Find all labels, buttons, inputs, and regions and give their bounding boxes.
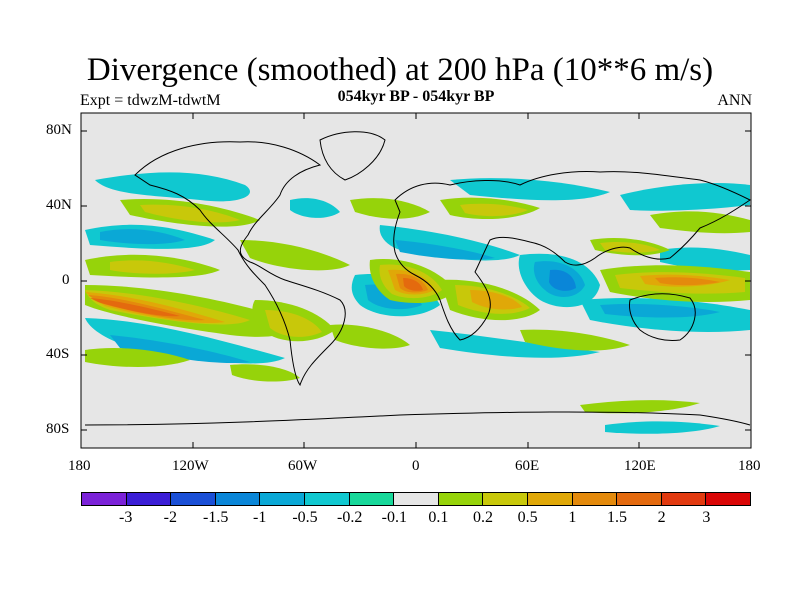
- colorbar-label: -1: [252, 509, 267, 526]
- colorbar-label: -2: [163, 509, 177, 526]
- colorbar-box: [483, 493, 528, 505]
- lat-label: 80S: [46, 421, 70, 437]
- coastlines: [84, 131, 751, 426]
- colorbar-box: [617, 493, 662, 505]
- colorbar-label: -0.2: [337, 509, 363, 526]
- colorbar-label: -0.1: [381, 509, 407, 526]
- colorbar-box: [527, 493, 573, 505]
- lon-label: 60W: [288, 458, 318, 474]
- colorbar-box: [394, 493, 439, 505]
- colorbar: [81, 492, 751, 506]
- period-label: 054kyr BP - 054kyr BP: [337, 88, 495, 105]
- colorbar-box: [171, 493, 216, 505]
- colorbar-box: [706, 493, 750, 505]
- map-title: Divergence (smoothed) at 200 hPa (10**6 …: [86, 52, 714, 88]
- colorbar-box: [349, 493, 395, 505]
- colorbar-label: 0.5: [517, 509, 538, 526]
- lat-label: 40N: [46, 197, 72, 213]
- colorbar-label: 0.1: [428, 509, 449, 526]
- experiment-label: Expt = tdwzM-tdwtM: [80, 92, 221, 109]
- colorbar-label: -1.5: [203, 509, 229, 526]
- lat-label: 40S: [46, 346, 70, 362]
- colorbar-label: -3: [118, 509, 133, 526]
- colorbar-box: [215, 493, 261, 505]
- divergence-fields: [85, 172, 750, 434]
- colorbar-box: [661, 493, 707, 505]
- colorbar-label: -0.5: [292, 509, 318, 526]
- axis-ticks: [81, 113, 751, 448]
- lat-label: 80N: [46, 122, 72, 138]
- colorbar-box: [260, 493, 305, 505]
- colorbar-label: 1.5: [607, 509, 627, 526]
- colorbar-label: 3: [702, 509, 711, 526]
- colorbar-box: [572, 493, 618, 505]
- lon-label: 180: [68, 458, 91, 474]
- lon-label: 120E: [624, 458, 656, 474]
- colorbar-box: [438, 493, 484, 505]
- lon-label: 60E: [515, 458, 540, 474]
- colorbar-label: 0.2: [473, 509, 493, 526]
- lat-label: 0: [62, 272, 70, 288]
- colorbar-label: 2: [657, 509, 666, 526]
- lon-label: 0: [412, 458, 420, 474]
- colorbar-box: [82, 493, 127, 505]
- colorbar-label: 1: [568, 509, 577, 526]
- lon-label: 120W: [172, 458, 209, 474]
- colorbar-box: [126, 493, 172, 505]
- colorbar-box: [304, 493, 350, 505]
- season-label: ANN: [717, 92, 752, 109]
- lon-label: 180: [738, 458, 761, 474]
